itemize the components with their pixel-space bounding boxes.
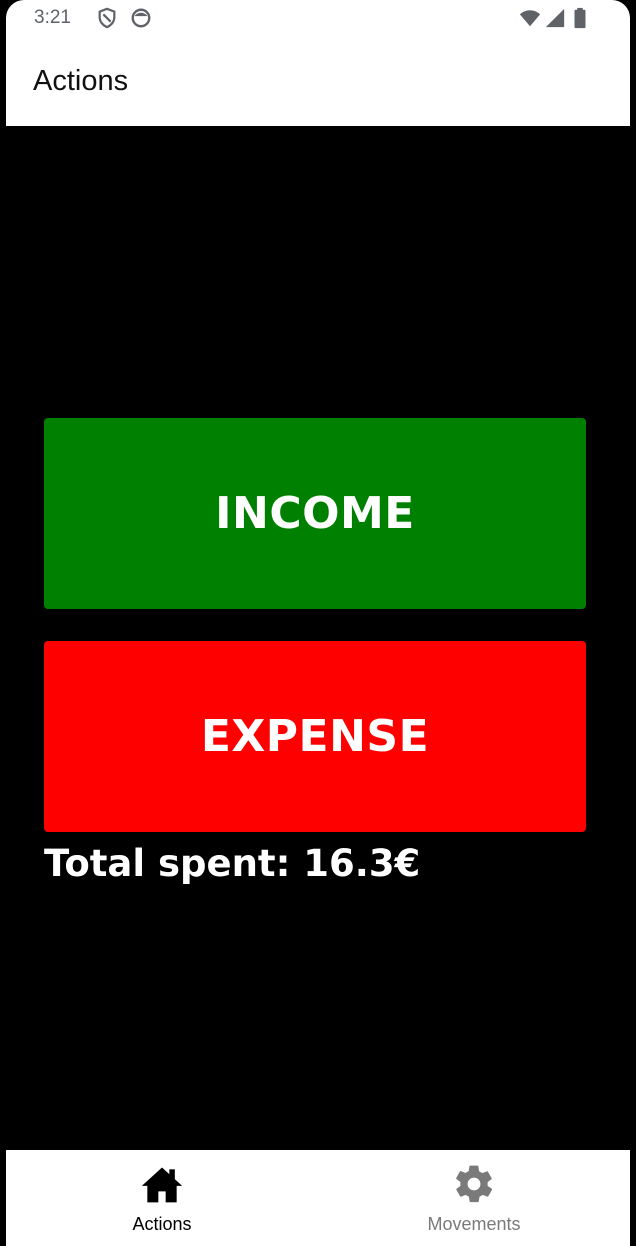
top-bar: 3:21: [6, 0, 630, 126]
battery-icon: [574, 7, 586, 29]
home-icon: [141, 1167, 183, 1203]
nav-item-movements[interactable]: Movements: [318, 1150, 630, 1246]
wifi-icon: [519, 10, 541, 27]
expense-button-label: EXPENSE: [200, 711, 430, 762]
status-bar: 3:21: [6, 0, 630, 38]
nav-item-actions[interactable]: Actions: [6, 1150, 318, 1246]
gear-icon: [456, 1165, 493, 1203]
expense-button[interactable]: EXPENSE: [44, 641, 586, 832]
face-icon: [131, 8, 151, 28]
nav-label-movements: Movements: [427, 1214, 521, 1234]
bottom-navigation: Actions Movements: [6, 1150, 630, 1246]
nav-label-actions: Actions: [132, 1214, 192, 1234]
total-spent-text: Total spent: 16.3€: [44, 842, 421, 885]
shield-icon: [98, 7, 116, 29]
app-bar: Actions: [6, 38, 630, 126]
signal-icon: [545, 8, 565, 28]
income-button[interactable]: INCOME: [44, 418, 586, 609]
income-button-label: INCOME: [215, 488, 415, 539]
status-time: 3:21: [34, 7, 71, 28]
page-title: Actions: [33, 65, 129, 97]
